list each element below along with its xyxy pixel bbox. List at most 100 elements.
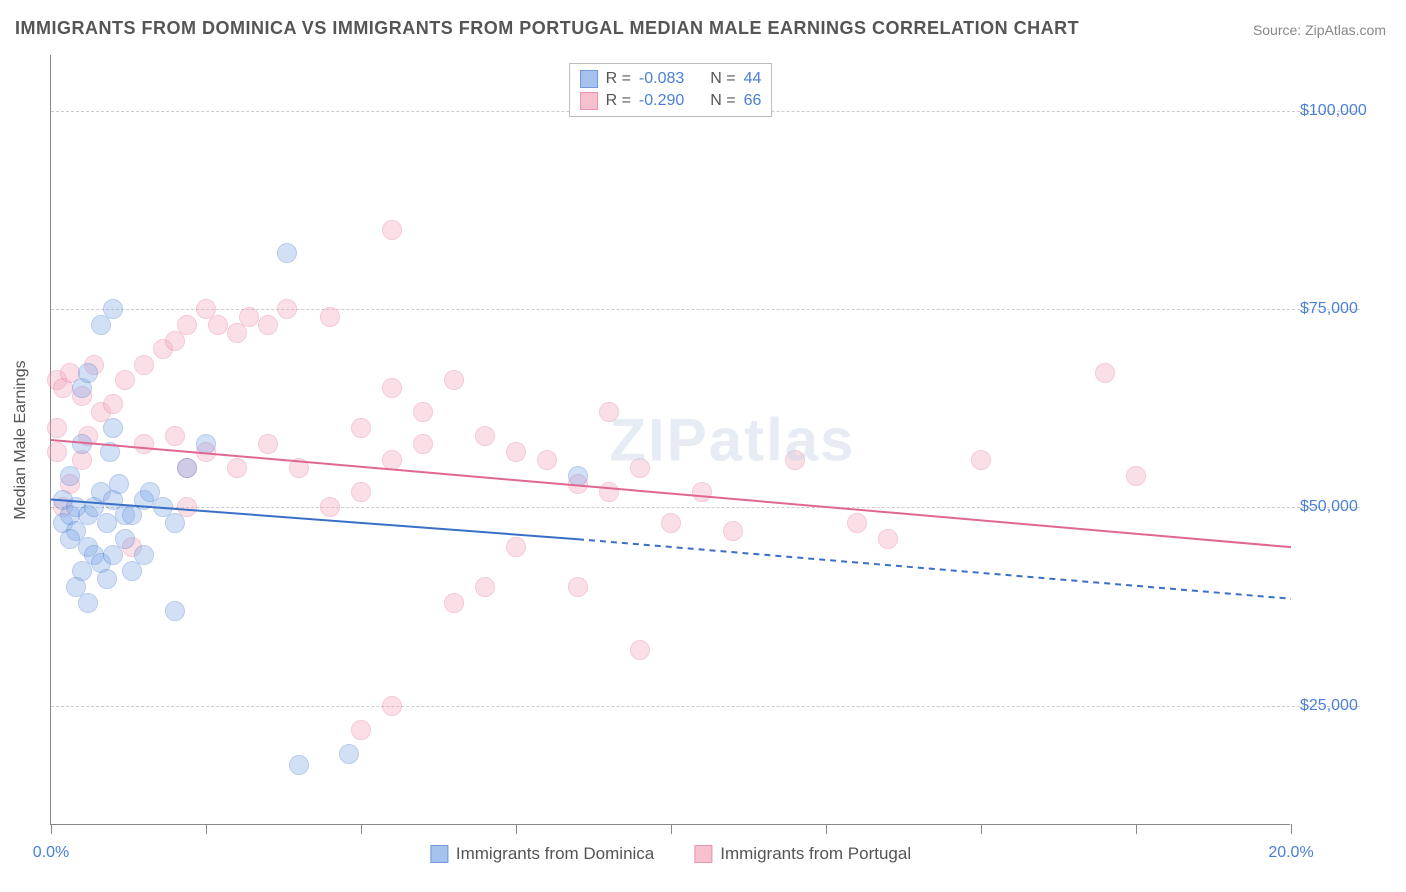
data-point-dominica	[134, 545, 154, 565]
data-point-dominica	[100, 442, 120, 462]
data-point-portugal	[475, 577, 495, 597]
y-axis-label: Median Male Earnings	[12, 360, 30, 519]
swatch-portugal	[580, 92, 598, 110]
data-point-portugal	[239, 307, 259, 327]
plot-area: ZIPatlas Median Male Earnings R = -0.083…	[50, 55, 1290, 825]
data-point-dominica	[103, 418, 123, 438]
r-label: R =	[606, 92, 631, 110]
data-point-portugal	[351, 720, 371, 740]
legend-item-portugal: Immigrants from Portugal	[694, 844, 911, 864]
data-point-portugal	[413, 402, 433, 422]
data-point-dominica	[165, 601, 185, 621]
data-point-portugal	[134, 355, 154, 375]
data-point-portugal	[115, 370, 135, 390]
data-point-portugal	[103, 394, 123, 414]
series-label-dominica: Immigrants from Dominica	[456, 844, 654, 864]
data-point-portugal	[47, 418, 67, 438]
chart-title: IMMIGRANTS FROM DOMINICA VS IMMIGRANTS F…	[15, 18, 1079, 39]
data-point-portugal	[475, 426, 495, 446]
y-tick-label: $100,000	[1300, 102, 1400, 120]
data-point-portugal	[506, 537, 526, 557]
data-point-portugal	[165, 426, 185, 446]
data-point-portugal	[208, 315, 228, 335]
data-point-portugal	[723, 521, 743, 541]
x-tick	[361, 824, 362, 834]
y-tick-label: $25,000	[1300, 697, 1400, 715]
swatch-dominica	[580, 70, 598, 88]
data-point-portugal	[971, 450, 991, 470]
data-point-dominica	[568, 466, 588, 486]
data-point-portugal	[537, 450, 557, 470]
data-point-dominica	[109, 474, 129, 494]
data-point-portugal	[382, 450, 402, 470]
data-point-portugal	[227, 458, 247, 478]
data-point-portugal	[47, 442, 67, 462]
data-point-portugal	[1126, 466, 1146, 486]
y-tick-label: $75,000	[1300, 300, 1400, 318]
data-point-portugal	[692, 482, 712, 502]
data-point-portugal	[1095, 363, 1115, 383]
n-value-portugal: 66	[744, 92, 762, 110]
data-point-portugal	[258, 434, 278, 454]
data-point-dominica	[72, 434, 92, 454]
data-point-portugal	[382, 696, 402, 716]
data-point-portugal	[847, 513, 867, 533]
data-point-portugal	[289, 458, 309, 478]
x-tick	[1136, 824, 1137, 834]
data-point-dominica	[78, 363, 98, 383]
x-tick	[671, 824, 672, 834]
r-value-portugal: -0.290	[639, 92, 684, 110]
r-value-dominica: -0.083	[639, 70, 684, 88]
data-point-portugal	[599, 402, 619, 422]
correlation-legend: R = -0.083 N = 44 R = -0.290 N = 66	[569, 63, 773, 117]
data-point-dominica	[277, 243, 297, 263]
x-tick-label: 20.0%	[1268, 844, 1313, 862]
data-point-portugal	[134, 434, 154, 454]
gridline-h	[51, 507, 1360, 508]
data-point-portugal	[277, 299, 297, 319]
data-point-portugal	[177, 315, 197, 335]
x-tick	[206, 824, 207, 834]
data-point-portugal	[320, 497, 340, 517]
r-label: R =	[606, 70, 631, 88]
x-tick	[51, 824, 52, 834]
chart-container: IMMIGRANTS FROM DOMINICA VS IMMIGRANTS F…	[0, 0, 1406, 892]
series-label-portugal: Immigrants from Portugal	[720, 844, 911, 864]
trend-lines	[51, 55, 1291, 825]
data-point-dominica	[60, 466, 80, 486]
data-point-portugal	[320, 307, 340, 327]
data-point-portugal	[568, 577, 588, 597]
data-point-portugal	[351, 482, 371, 502]
data-point-portugal	[258, 315, 278, 335]
data-point-portugal	[661, 513, 681, 533]
data-point-dominica	[289, 755, 309, 775]
series-legend: Immigrants from Dominica Immigrants from…	[430, 844, 911, 864]
data-point-dominica	[60, 529, 80, 549]
n-label: N =	[710, 92, 735, 110]
n-value-dominica: 44	[744, 70, 762, 88]
legend-item-dominica: Immigrants from Dominica	[430, 844, 654, 864]
data-point-dominica	[165, 513, 185, 533]
source-label: Source: ZipAtlas.com	[1253, 22, 1386, 38]
data-point-dominica	[103, 299, 123, 319]
swatch-portugal-bottom	[694, 845, 712, 863]
data-point-dominica	[177, 458, 197, 478]
x-tick	[1291, 824, 1292, 834]
data-point-dominica	[97, 569, 117, 589]
data-point-dominica	[196, 434, 216, 454]
data-point-portugal	[785, 450, 805, 470]
legend-row-dominica: R = -0.083 N = 44	[580, 68, 762, 90]
data-point-portugal	[382, 378, 402, 398]
swatch-dominica-bottom	[430, 845, 448, 863]
data-point-dominica	[115, 529, 135, 549]
data-point-portugal	[630, 640, 650, 660]
data-point-dominica	[339, 744, 359, 764]
data-point-portugal	[413, 434, 433, 454]
data-point-portugal	[351, 418, 371, 438]
data-point-portugal	[878, 529, 898, 549]
data-point-portugal	[630, 458, 650, 478]
y-tick-label: $50,000	[1300, 498, 1400, 516]
data-point-portugal	[444, 370, 464, 390]
data-point-portugal	[599, 482, 619, 502]
data-point-portugal	[382, 220, 402, 240]
